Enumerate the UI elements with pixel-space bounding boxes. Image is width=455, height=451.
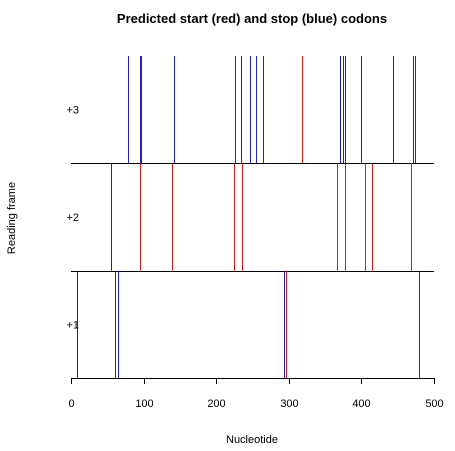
frame-label: +1 bbox=[66, 320, 79, 332]
x-axis-label: Nucleotide bbox=[226, 434, 278, 446]
frame-1: +2 bbox=[66, 163, 434, 272]
x-tick-label: 400 bbox=[352, 398, 370, 410]
frames-layer: +3 +2 +1 bbox=[66, 56, 434, 379]
x-axis: 0 100 200 300 400 500 bbox=[68, 378, 444, 410]
x-tick-label: 200 bbox=[207, 398, 225, 410]
frame-2: +1 bbox=[66, 270, 420, 379]
x-tick-label: 500 bbox=[425, 398, 443, 410]
frame-label: +2 bbox=[66, 212, 79, 224]
x-tick-label: 300 bbox=[280, 398, 298, 410]
frame-0: +3 bbox=[66, 56, 434, 164]
y-axis-label: Reading frame bbox=[6, 182, 18, 254]
x-tick-label: 0 bbox=[68, 398, 74, 410]
chart-title: Predicted start (red) and stop (blue) co… bbox=[117, 11, 387, 26]
frame-label: +3 bbox=[66, 105, 79, 117]
x-tick-label: 100 bbox=[135, 398, 153, 410]
